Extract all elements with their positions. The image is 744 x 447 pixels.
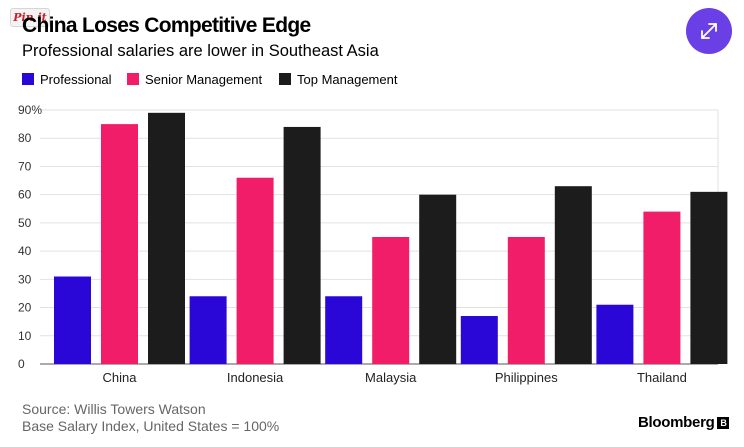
y-tick-label: 70 [18,159,32,173]
legend-swatch-senior-management [127,73,139,85]
bar-top-management [148,112,185,364]
bar-professional [189,296,227,364]
x-tick-label: China [103,370,138,385]
chart-title: China Loses Competitive Edge [22,14,311,37]
index-note-line: Base Salary Index, United States = 100% [22,418,280,434]
bar-top-management [554,186,592,364]
bar-senior-management [236,177,274,364]
y-tick-label: 50 [18,216,32,230]
y-tick-label: 90% [18,103,42,117]
source-note: Source: Willis Towers Watson Base Salary… [22,401,279,435]
bar-top-management [419,194,457,364]
y-tick-label: 80 [18,131,32,145]
bar-senior-management [372,237,410,364]
x-tick-label: Indonesia [227,370,284,385]
y-tick-label: 20 [18,301,32,315]
legend-item-professional: Professional [22,71,112,87]
legend-swatch-professional [22,73,34,85]
legend-label-senior-management: Senior Management [145,71,263,87]
legend-item-senior-management: Senior Management [127,71,262,87]
x-tick-label: Malaysia [365,370,417,385]
pin-it-button[interactable]: Pin it [10,8,50,27]
source-line: Source: Willis Towers Watson [22,401,206,417]
bar-senior-management [101,124,138,364]
chart-subtitle: Professional salaries are lower in South… [22,42,379,60]
bloomberg-logo: Bloomberg B [638,414,730,431]
bar-professional [325,296,363,364]
x-tick-label: Thailand [637,370,687,385]
x-tick-label: Philippines [495,370,558,385]
expand-arrows-icon [701,23,717,39]
bar-professional [54,276,91,364]
legend-label-professional: Professional [40,71,112,87]
bar-senior-management [643,211,681,364]
bar-senior-management [507,237,545,364]
expand-button[interactable] [686,8,732,54]
y-tick-label: 60 [18,188,32,202]
bar-professional [460,316,498,364]
bar-top-management [690,191,728,364]
y-tick-label: 30 [18,272,32,286]
y-tick-label: 40 [18,244,32,258]
legend-item-top-management: Top Management [279,71,397,87]
y-tick-label: 0 [18,357,25,371]
legend-label-top-management: Top Management [297,71,398,87]
bloomberg-badge-icon: B [717,417,730,430]
bar-professional [596,304,634,364]
legend-swatch-top-management [279,73,291,85]
y-tick-label: 10 [18,329,32,343]
bar-top-management [283,126,321,364]
